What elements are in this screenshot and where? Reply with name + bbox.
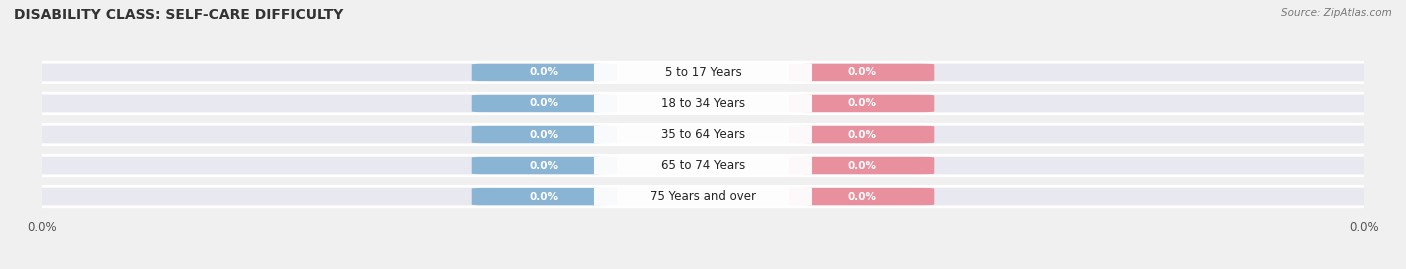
Text: 0.0%: 0.0% [846, 129, 876, 140]
FancyBboxPatch shape [789, 188, 934, 205]
FancyBboxPatch shape [471, 95, 617, 112]
FancyBboxPatch shape [593, 156, 813, 175]
FancyBboxPatch shape [789, 157, 934, 174]
Text: 75 Years and over: 75 Years and over [650, 190, 756, 203]
Text: 18 to 34 Years: 18 to 34 Years [661, 97, 745, 110]
FancyBboxPatch shape [471, 126, 617, 143]
FancyBboxPatch shape [35, 93, 1371, 114]
FancyBboxPatch shape [471, 188, 617, 205]
Text: Source: ZipAtlas.com: Source: ZipAtlas.com [1281, 8, 1392, 18]
FancyBboxPatch shape [35, 62, 1371, 83]
FancyBboxPatch shape [471, 157, 617, 174]
Text: 0.0%: 0.0% [530, 98, 560, 108]
Text: 35 to 64 Years: 35 to 64 Years [661, 128, 745, 141]
Text: 65 to 74 Years: 65 to 74 Years [661, 159, 745, 172]
Text: 0.0%: 0.0% [846, 98, 876, 108]
FancyBboxPatch shape [593, 63, 813, 82]
Text: 0.0%: 0.0% [846, 192, 876, 201]
Text: DISABILITY CLASS: SELF-CARE DIFFICULTY: DISABILITY CLASS: SELF-CARE DIFFICULTY [14, 8, 343, 22]
FancyBboxPatch shape [789, 126, 934, 143]
Text: 0.0%: 0.0% [530, 129, 560, 140]
FancyBboxPatch shape [593, 187, 813, 206]
FancyBboxPatch shape [35, 186, 1371, 207]
FancyBboxPatch shape [593, 94, 813, 113]
FancyBboxPatch shape [789, 95, 934, 112]
Text: 0.0%: 0.0% [530, 192, 560, 201]
FancyBboxPatch shape [471, 64, 617, 81]
Text: 0.0%: 0.0% [530, 68, 560, 77]
Text: 0.0%: 0.0% [846, 161, 876, 171]
FancyBboxPatch shape [593, 125, 813, 144]
FancyBboxPatch shape [35, 124, 1371, 145]
Text: 0.0%: 0.0% [846, 68, 876, 77]
FancyBboxPatch shape [35, 155, 1371, 176]
FancyBboxPatch shape [789, 64, 934, 81]
Text: 5 to 17 Years: 5 to 17 Years [665, 66, 741, 79]
Text: 0.0%: 0.0% [530, 161, 560, 171]
